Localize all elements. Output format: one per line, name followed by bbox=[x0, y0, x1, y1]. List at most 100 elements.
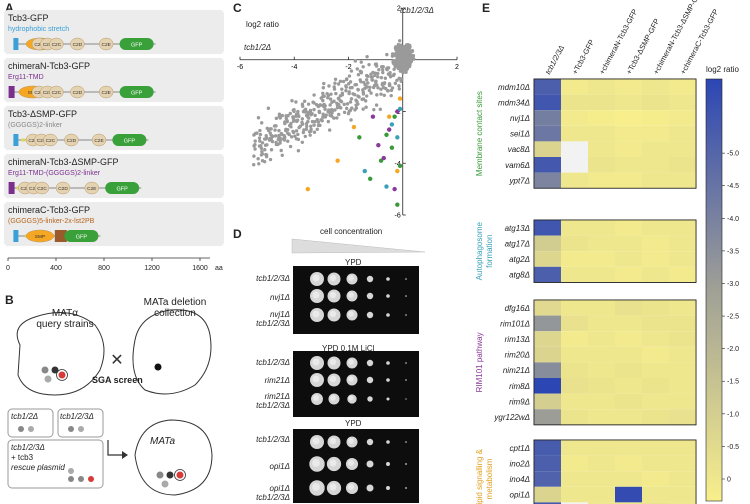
scatter-point bbox=[329, 92, 333, 96]
scatter-hit-point bbox=[335, 158, 340, 163]
heatmap-cell bbox=[669, 79, 696, 95]
heatmap-cell bbox=[615, 300, 642, 316]
scatter-point bbox=[398, 77, 402, 81]
c2a-label: C2A bbox=[21, 186, 31, 192]
scatter-point bbox=[324, 113, 328, 117]
scatter-point bbox=[280, 153, 284, 157]
aa-tick-label: 1200 bbox=[144, 265, 160, 272]
colony-spot bbox=[405, 295, 407, 297]
plate1-medium: YPD bbox=[345, 258, 362, 267]
c2d-label: C2D bbox=[73, 90, 83, 96]
scatter-point bbox=[361, 107, 365, 111]
heatmap-cell bbox=[669, 125, 696, 142]
heatmap-cell bbox=[615, 362, 642, 378]
scatter-point bbox=[390, 54, 395, 58]
scatter-point bbox=[321, 98, 325, 103]
scatter-point bbox=[263, 148, 267, 152]
heatmap-cell bbox=[534, 486, 561, 503]
heatmap-column-header: tcb1/2/3Δ bbox=[543, 44, 566, 76]
colony-dot bbox=[41, 366, 49, 374]
c2d-label: C2D bbox=[73, 42, 83, 48]
scatter-point bbox=[404, 49, 409, 54]
scatter-point bbox=[283, 135, 287, 140]
scatter-point bbox=[338, 79, 343, 84]
heatmap-row-label: ino4Δ bbox=[510, 475, 531, 484]
scatter-point bbox=[379, 92, 383, 96]
color-scale-tick: 0 bbox=[727, 477, 731, 484]
heatmap-cell bbox=[615, 235, 642, 252]
scatter-point bbox=[388, 75, 393, 79]
scatter-point bbox=[257, 136, 262, 140]
scatter-point bbox=[256, 157, 260, 161]
lst2pb-domain bbox=[54, 230, 67, 242]
scatter-point bbox=[366, 81, 370, 85]
c-y-axis-label: tcb1/2/3Δ bbox=[400, 6, 434, 15]
scatter-hit-point bbox=[362, 168, 367, 174]
heatmap-cell bbox=[615, 172, 642, 189]
heatmap-cell bbox=[669, 235, 696, 252]
scatter-point bbox=[404, 68, 409, 72]
scatter-point bbox=[258, 139, 262, 143]
scatter-point bbox=[361, 65, 365, 69]
scatter-point bbox=[288, 111, 292, 116]
heatmap-row-label: mdm10Δ bbox=[498, 83, 530, 92]
heatmap-cell bbox=[669, 251, 696, 267]
colony-spot bbox=[366, 311, 374, 319]
tm-domain bbox=[13, 230, 19, 242]
heatmap-cell bbox=[588, 251, 615, 267]
scatter-point bbox=[308, 110, 313, 114]
scatter-point bbox=[335, 116, 339, 120]
c2e-label: C2E bbox=[87, 186, 96, 192]
gfp-domain bbox=[112, 134, 147, 146]
d-row-label: rim21Δ tcb1/2/3Δ bbox=[256, 392, 290, 410]
scatter-point bbox=[276, 137, 281, 142]
heatmap-cell bbox=[561, 125, 588, 142]
scatter-point bbox=[332, 116, 336, 120]
scatter-point bbox=[291, 108, 295, 112]
tm-domain bbox=[13, 134, 19, 146]
scatter-point bbox=[349, 69, 354, 73]
scatter-point bbox=[293, 134, 297, 138]
heatmap-cell bbox=[588, 315, 615, 332]
smp-domain bbox=[25, 229, 55, 243]
scatter-point bbox=[303, 134, 307, 139]
heatmap-cell bbox=[588, 110, 615, 126]
scatter-point bbox=[403, 62, 407, 66]
heatmap-cell bbox=[561, 94, 588, 111]
scatter-point bbox=[400, 61, 404, 66]
scatter-point bbox=[363, 86, 367, 90]
heatmap-group-title: Lipid signalling & bbox=[475, 448, 484, 504]
scatter-point bbox=[369, 91, 373, 95]
c2d-label: C2D bbox=[58, 186, 68, 192]
scatter-point bbox=[263, 137, 268, 141]
scatter-point bbox=[268, 131, 272, 135]
heatmap-cell bbox=[642, 141, 669, 157]
scatter-point bbox=[328, 103, 332, 107]
colony-dot bbox=[44, 375, 52, 383]
scatter-point bbox=[273, 124, 278, 128]
heatmap-cell bbox=[588, 235, 615, 252]
aa-tick-label: 1600 bbox=[192, 265, 208, 272]
scatter-point bbox=[304, 124, 309, 129]
scatter-point bbox=[312, 93, 316, 97]
scatter-point bbox=[269, 137, 274, 141]
colony-spot bbox=[367, 396, 373, 402]
heatmap-cell bbox=[588, 331, 615, 347]
heatmap-row-label: rim8Δ bbox=[509, 382, 530, 391]
c2c-label: C2C bbox=[52, 42, 62, 48]
scatter-point bbox=[277, 114, 282, 119]
heatmap-cell bbox=[534, 409, 561, 425]
scatter-point bbox=[372, 107, 376, 112]
color-scale-tick: -1.5 bbox=[727, 379, 739, 386]
heatmap-cell bbox=[561, 157, 588, 173]
heatmap-row-label: atg2Δ bbox=[509, 255, 530, 264]
scatter-point bbox=[302, 128, 306, 132]
heatmap-cell bbox=[669, 110, 696, 126]
heatmap-cell bbox=[669, 266, 696, 283]
scatter-hit-point bbox=[351, 124, 357, 130]
aa-tick-label: 0 bbox=[6, 265, 10, 272]
scatter-point bbox=[279, 148, 283, 153]
scatter-hit-point bbox=[386, 127, 392, 132]
scatter-point bbox=[251, 163, 256, 167]
